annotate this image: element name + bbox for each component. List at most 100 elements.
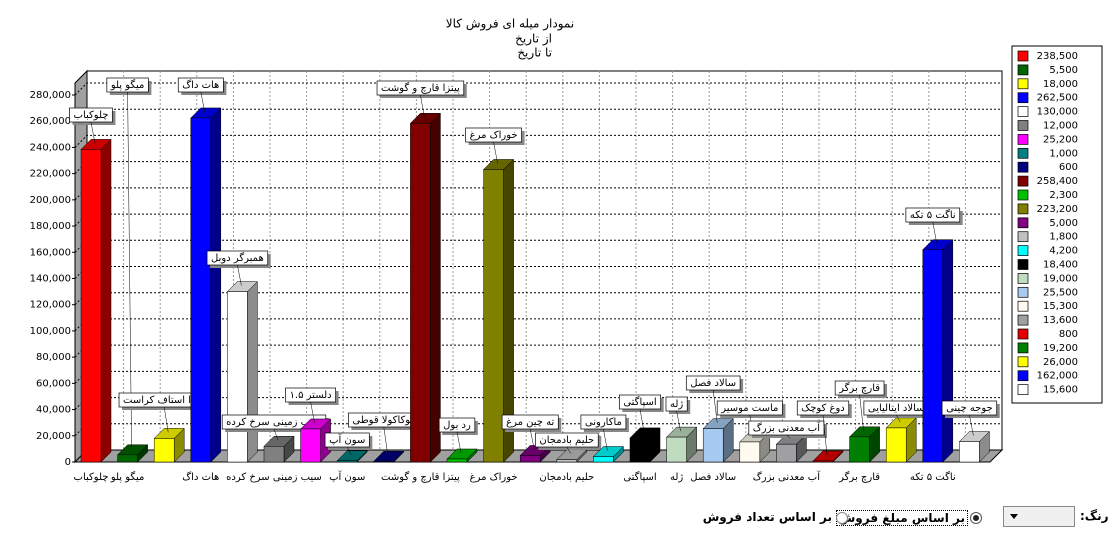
bar-label: رد بول bbox=[443, 420, 471, 431]
legend-swatch bbox=[1017, 259, 1029, 270]
bar-label: سون آپ bbox=[329, 433, 365, 446]
x-tick-label: میگو پلو bbox=[110, 471, 145, 483]
y-tick-label: 260,000 bbox=[30, 116, 71, 127]
callout-leader bbox=[786, 434, 791, 439]
legend-swatch bbox=[1017, 356, 1029, 368]
bar bbox=[922, 249, 944, 463]
bar bbox=[812, 460, 834, 463]
callout-leader bbox=[163, 406, 169, 433]
radio-dot bbox=[973, 515, 979, 521]
bar-label: آب معدنی بزرگ bbox=[753, 421, 821, 434]
callout-leader bbox=[420, 94, 425, 118]
legend-swatch bbox=[1017, 384, 1029, 395]
legend-swatch bbox=[1017, 300, 1029, 312]
bar-label: اسپاگتی bbox=[623, 396, 656, 408]
bar bbox=[519, 455, 541, 463]
legend-swatch bbox=[1017, 92, 1029, 104]
callout-leader bbox=[127, 91, 132, 449]
bar bbox=[959, 441, 980, 463]
legend-swatch bbox=[1017, 273, 1029, 284]
legend-swatch bbox=[1017, 120, 1029, 131]
bar-label: میگو پلو bbox=[110, 79, 145, 91]
bar-side bbox=[942, 239, 954, 463]
legend-swatch bbox=[1017, 64, 1029, 76]
bar bbox=[776, 443, 797, 463]
y-tick-label: 80,000 bbox=[36, 352, 71, 363]
legend-label: 18,000 bbox=[1043, 79, 1078, 90]
legend-label: 4,200 bbox=[1049, 246, 1078, 257]
radio-count-label[interactable]: بر اساس تعداد فروش bbox=[702, 510, 832, 524]
legend-swatch bbox=[1017, 314, 1029, 326]
grid-line bbox=[74, 82, 1002, 96]
bar bbox=[885, 427, 907, 463]
callout-leader bbox=[529, 428, 535, 450]
bar bbox=[483, 169, 504, 463]
bar-label: ماست موسیر bbox=[720, 403, 778, 414]
legend-label: 238,500 bbox=[1037, 51, 1078, 62]
callout-leader bbox=[200, 91, 206, 112]
bar-label: همبرگر دوبل bbox=[211, 252, 264, 264]
callout-leader bbox=[969, 414, 974, 436]
legend-label: 2,300 bbox=[1049, 190, 1078, 201]
callout-leader bbox=[639, 408, 645, 432]
bar-label: پیتزا استاف کراست bbox=[123, 395, 206, 406]
callout-leader bbox=[456, 431, 462, 454]
legend-label: 13,600 bbox=[1043, 315, 1078, 326]
legend-swatch bbox=[1017, 175, 1029, 187]
legend-label: 25,200 bbox=[1043, 134, 1078, 145]
bar-label: هات داگ bbox=[182, 78, 219, 91]
callout-leader bbox=[566, 446, 572, 454]
legend-swatch bbox=[1017, 231, 1029, 243]
bar bbox=[190, 117, 212, 463]
bar-label: پیتزا قارچ و گوشت bbox=[381, 82, 460, 94]
callout-leader bbox=[932, 221, 938, 244]
color-dropdown[interactable] bbox=[1003, 506, 1075, 527]
y-tick-label: 240,000 bbox=[30, 142, 71, 153]
bar bbox=[666, 436, 687, 463]
legend-swatch bbox=[1017, 134, 1029, 145]
bar-label: جوجه چینی bbox=[946, 403, 993, 414]
callout-leader bbox=[822, 414, 828, 455]
y-tick-label: 100,000 bbox=[30, 326, 71, 337]
radio-amount-label[interactable]: بر اساس مبلغ فروش bbox=[835, 510, 968, 526]
legend-swatch bbox=[1017, 147, 1029, 159]
legend-label: 26,000 bbox=[1043, 357, 1078, 368]
callout-leader bbox=[90, 121, 96, 144]
bar bbox=[410, 123, 431, 463]
y-tick-label: 40,000 bbox=[36, 405, 71, 416]
legend-swatch bbox=[1017, 106, 1029, 117]
bar bbox=[702, 428, 724, 463]
bar-label: دوغ کوچک bbox=[801, 403, 845, 414]
bar-label: ناگت ۵ تکه bbox=[910, 209, 956, 221]
x-tick-label: ناگت ۵ تکه bbox=[910, 471, 956, 483]
bar-label: قارچ برگر bbox=[838, 382, 880, 394]
y-tick-label: 280,000 bbox=[30, 90, 71, 101]
legend-label: 262,500 bbox=[1037, 93, 1078, 104]
bar bbox=[556, 459, 578, 463]
x-tick-label: اسپاگتی bbox=[623, 471, 656, 483]
legend-label: 19,000 bbox=[1043, 273, 1078, 284]
callout-leader bbox=[273, 428, 279, 441]
x-tick-label: آب معدنی بزرگ bbox=[753, 470, 821, 483]
y-tick-label: 0 bbox=[65, 457, 71, 468]
x-tick-label: ژله bbox=[670, 472, 683, 483]
legend-label: 18,400 bbox=[1043, 260, 1078, 271]
legend-label: 25,500 bbox=[1043, 287, 1078, 298]
bar bbox=[117, 454, 138, 463]
callout-leader bbox=[346, 446, 352, 455]
radio-amount[interactable] bbox=[970, 512, 982, 524]
legend-label: 12,000 bbox=[1043, 121, 1078, 132]
x-tick-label: سالاد فصل bbox=[690, 472, 736, 483]
bar-label: سالاد ایتالیایی bbox=[868, 403, 925, 414]
radio-count[interactable] bbox=[836, 512, 848, 524]
x-tick-label: پیتزا قارچ و گوشت bbox=[381, 471, 460, 483]
legend-label: 15,300 bbox=[1043, 301, 1078, 312]
legend-swatch bbox=[1017, 328, 1029, 340]
legend-label: 19,200 bbox=[1043, 343, 1078, 354]
bar-side bbox=[247, 281, 258, 463]
bar bbox=[446, 458, 468, 463]
callout-leader bbox=[712, 389, 718, 423]
y-tick-label: 140,000 bbox=[30, 274, 71, 285]
x-tick-label: قارچ برگر bbox=[838, 471, 880, 483]
bar-label: ژله bbox=[670, 399, 683, 410]
